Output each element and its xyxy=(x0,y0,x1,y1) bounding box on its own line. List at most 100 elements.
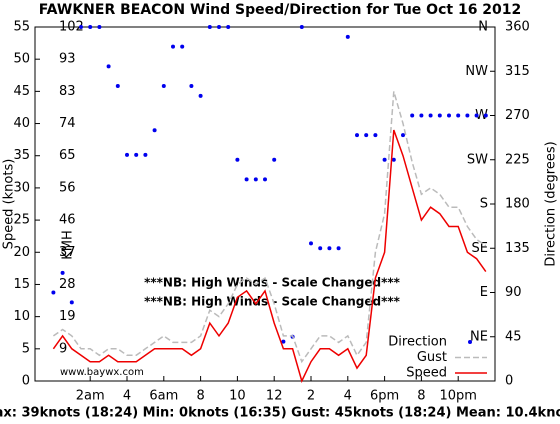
direction-dot xyxy=(336,246,341,251)
annotation: ***NB: High Winds - Scale Changed*** xyxy=(144,276,401,290)
compass-label: N xyxy=(478,20,488,35)
direction-dot xyxy=(272,157,277,162)
kmh-tick-label: 74 xyxy=(59,116,76,131)
direction-dot xyxy=(263,177,267,182)
kmh-tick-label: 102 xyxy=(59,20,84,35)
direction-dot xyxy=(437,113,442,118)
x-tick-label: 12 xyxy=(266,389,283,404)
y2-tick-label: 270 xyxy=(505,108,530,123)
direction-dot xyxy=(106,64,111,69)
x-tick-label: 8 xyxy=(196,389,204,404)
direction-dot xyxy=(226,25,231,29)
x-tick-label: 6am xyxy=(149,389,178,404)
speed-line xyxy=(52,129,487,384)
y-tick-label: 50 xyxy=(13,52,30,67)
direction-dot xyxy=(60,270,65,275)
source: www.baywx.com xyxy=(60,367,144,378)
direction-dot xyxy=(318,246,323,251)
direction-dot xyxy=(115,84,120,88)
direction-dot xyxy=(235,157,240,162)
y2-tick-label: 180 xyxy=(505,197,530,212)
direction-dot xyxy=(474,113,479,118)
compass-label: S xyxy=(480,197,488,212)
chart-title: FAWKNER BEACON Wind Speed/Direction for … xyxy=(39,2,522,18)
x-tick-label: 10pm xyxy=(439,389,476,404)
direction-dot xyxy=(217,25,221,29)
y2-tick-label: 90 xyxy=(505,285,522,300)
compass-label: NE xyxy=(470,329,488,344)
compass-label: SE xyxy=(472,241,488,256)
kmh-tick-label: 9 xyxy=(59,341,67,356)
kmh-tick-label: 46 xyxy=(59,213,76,228)
direction-dot xyxy=(465,113,470,118)
direction-dot xyxy=(79,25,83,29)
y2-tick-label: 315 xyxy=(505,64,530,79)
direction-dot xyxy=(483,113,488,118)
compass-label: NW xyxy=(465,64,488,79)
direction-dot xyxy=(198,93,203,98)
legend-label: Speed xyxy=(406,366,447,381)
direction-dot xyxy=(134,152,139,157)
x-tick-label: 10 xyxy=(229,389,246,404)
direction-dot xyxy=(97,25,102,29)
y-tick-label: 40 xyxy=(13,116,30,131)
annotation: ***NB: High Winds - Scale Changed*** xyxy=(144,295,401,309)
kmh-tick-label: 56 xyxy=(59,180,76,195)
kmh-tick-label: 93 xyxy=(59,52,76,67)
direction-dot xyxy=(281,339,286,344)
direction-dot xyxy=(253,177,258,182)
direction-dot xyxy=(88,25,93,29)
direction-dot xyxy=(244,177,249,182)
y2-tick-label: 225 xyxy=(505,152,530,167)
footer: Max: 39knots (18:24) Min: 0knots (16:35)… xyxy=(0,406,560,421)
direction-dot xyxy=(428,113,433,118)
direction-dot xyxy=(51,290,56,295)
legend-label: Gust xyxy=(417,350,447,365)
y-tick-label: 35 xyxy=(13,148,30,163)
x-tick-label: 2am xyxy=(76,389,105,404)
direction-dot xyxy=(69,300,74,305)
direction-dot xyxy=(299,25,304,29)
direction-dot xyxy=(125,152,129,157)
kmh-tick-label: 19 xyxy=(59,309,76,324)
direction-dot xyxy=(345,34,350,39)
direction-dot xyxy=(207,25,212,29)
y-tick-label: 25 xyxy=(13,213,30,228)
kmh-tick-label: 37 xyxy=(59,245,76,260)
y-tick-label: 45 xyxy=(13,84,30,99)
y-tick-label: 20 xyxy=(13,245,30,260)
y-tick-label: 10 xyxy=(13,309,30,324)
direction-dot xyxy=(327,246,332,251)
direction-dot xyxy=(180,44,185,49)
direction-dot xyxy=(143,152,148,157)
direction-dot xyxy=(410,113,415,118)
y-tick-label: 15 xyxy=(13,277,30,292)
direction-dot xyxy=(355,133,359,138)
direction-dot xyxy=(382,157,387,162)
x-tick-label: 8 xyxy=(417,389,425,404)
kmh-tick-label: 28 xyxy=(59,277,76,292)
kmh-label: KMH xyxy=(61,230,76,260)
direction-dot xyxy=(364,133,369,138)
direction-dot xyxy=(456,113,461,118)
direction-dot xyxy=(171,44,175,49)
y2-tick-label: 45 xyxy=(505,329,522,344)
y-axis-label: Speed (knots) xyxy=(2,159,17,250)
direction-dot xyxy=(161,84,166,88)
y-tick-label: 5 xyxy=(22,341,30,356)
compass-label: SW xyxy=(467,152,488,167)
kmh-tick-label: 65 xyxy=(59,148,76,163)
y-tick-label: 55 xyxy=(13,20,30,35)
gust-line xyxy=(52,91,487,364)
y2-tick-label: 360 xyxy=(505,20,530,35)
x-tick-label: 2 xyxy=(307,389,315,404)
y-tick-label: 30 xyxy=(13,180,30,195)
legend-swatch xyxy=(468,340,472,344)
direction-dot xyxy=(152,128,157,133)
y2-tick-label: 0 xyxy=(505,374,513,389)
direction-dot xyxy=(391,157,396,162)
direction-dot xyxy=(309,241,313,246)
y2-axis-label: Direction (degrees) xyxy=(544,141,559,266)
legend-label: Direction xyxy=(388,335,447,350)
